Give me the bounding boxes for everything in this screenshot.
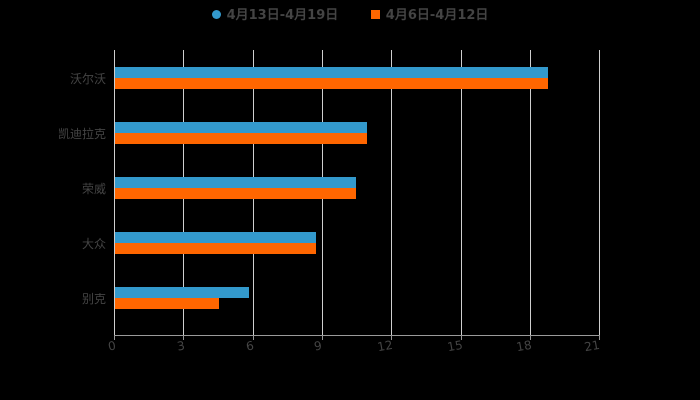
y-category-label: 大众	[81, 237, 106, 251]
gridline	[530, 50, 531, 335]
square-marker-icon	[370, 10, 380, 19]
x-tick-label: 6	[245, 338, 255, 354]
x-tick-label: 12	[376, 337, 394, 355]
x-tick-label: 21	[583, 337, 601, 355]
bar[interactable]	[115, 67, 548, 78]
bar[interactable]	[115, 122, 367, 133]
y-category-label: 凯迪拉克	[57, 127, 106, 141]
gridline	[461, 50, 462, 335]
x-tick	[599, 335, 600, 340]
bar[interactable]	[115, 78, 548, 89]
x-tick	[461, 335, 462, 340]
legend-label: 4月6日-4月12日	[385, 8, 489, 23]
y-category-label: 荣威	[81, 182, 106, 196]
gridline	[391, 50, 392, 335]
y-category-label: 沃尔沃	[69, 72, 106, 86]
x-tick-label: 9	[313, 338, 323, 354]
x-tick	[114, 335, 115, 340]
x-tick	[391, 335, 392, 340]
circle-marker-icon	[211, 10, 221, 19]
bar[interactable]	[115, 298, 219, 309]
x-axis-line	[114, 335, 600, 336]
x-tick-label: 15	[446, 337, 464, 355]
chart-legend: 4月13日-4月19日 4月6日-4月12日	[0, 4, 700, 23]
bar[interactable]	[115, 177, 356, 188]
x-tick-label: 0	[107, 338, 117, 354]
x-tick	[183, 335, 184, 340]
x-tick-label: 18	[515, 337, 533, 355]
bar[interactable]	[115, 188, 356, 199]
x-tick	[530, 335, 531, 340]
x-tick-label: 3	[176, 338, 186, 354]
legend-item-series-2[interactable]: 4月6日-4月12日	[370, 4, 489, 23]
legend-label: 4月13日-4月19日	[226, 8, 339, 23]
legend-item-series-1[interactable]: 4月13日-4月19日	[211, 4, 339, 23]
bar[interactable]	[115, 243, 316, 254]
bar[interactable]	[115, 287, 249, 298]
bar[interactable]	[115, 133, 367, 144]
x-tick	[322, 335, 323, 340]
bar[interactable]	[115, 232, 316, 243]
y-axis-line	[114, 50, 115, 335]
y-category-label: 别克	[81, 292, 106, 306]
gridline	[599, 50, 600, 335]
x-tick	[253, 335, 254, 340]
